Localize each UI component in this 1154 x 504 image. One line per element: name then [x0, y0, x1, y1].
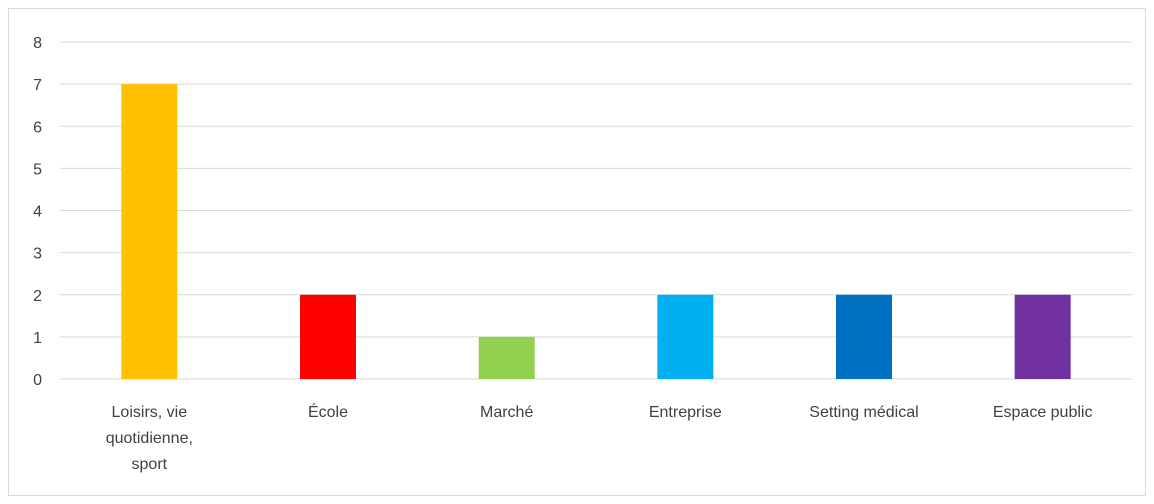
x-axis-tick-labels: Loisirs, vie quotidienne, sport École Marché…: [106, 402, 1093, 473]
x-tick-label-line: Entreprise: [649, 404, 722, 421]
y-tick-label: 8: [33, 35, 42, 52]
y-tick-label: 6: [33, 119, 42, 136]
y-tick-label: 5: [33, 161, 42, 178]
x-tick-label: Setting médical: [809, 404, 918, 421]
y-tick-label: 3: [33, 246, 42, 263]
x-tick-label: École: [308, 402, 348, 421]
bar: [657, 294, 714, 379]
bar: [836, 294, 892, 379]
x-tick-label-line: Marché: [480, 404, 533, 421]
y-tick-label: 1: [33, 330, 42, 347]
x-tick-label-line: sport: [132, 456, 168, 473]
bar: [121, 84, 178, 379]
x-tick-label: Loisirs, vie quotidienne, sport: [106, 404, 193, 473]
x-tick-label-line: Setting médical: [809, 404, 918, 421]
y-tick-label: 2: [33, 288, 42, 305]
x-tick-label-line: quotidienne,: [106, 430, 193, 447]
y-tick-label: 4: [33, 204, 42, 221]
y-tick-label: 7: [33, 77, 42, 94]
bar: [300, 294, 356, 379]
x-tick-label: Espace public: [993, 404, 1093, 421]
bar: [478, 336, 535, 379]
x-tick-label: Marché: [480, 404, 533, 421]
x-tick-label-line: Loisirs, vie: [112, 404, 188, 421]
bars: [121, 84, 1071, 379]
y-tick-label: 0: [33, 372, 42, 389]
gridlines: [60, 41, 1132, 380]
chart-frame: [8, 8, 1146, 496]
y-axis-tick-labels: 0 1 2 3 4 5 6 7 8: [33, 35, 42, 389]
x-tick-label-line: École: [308, 402, 348, 421]
bar: [1014, 294, 1071, 379]
x-tick-label: Entreprise: [649, 404, 722, 421]
x-tick-label-line: Espace public: [993, 404, 1093, 421]
